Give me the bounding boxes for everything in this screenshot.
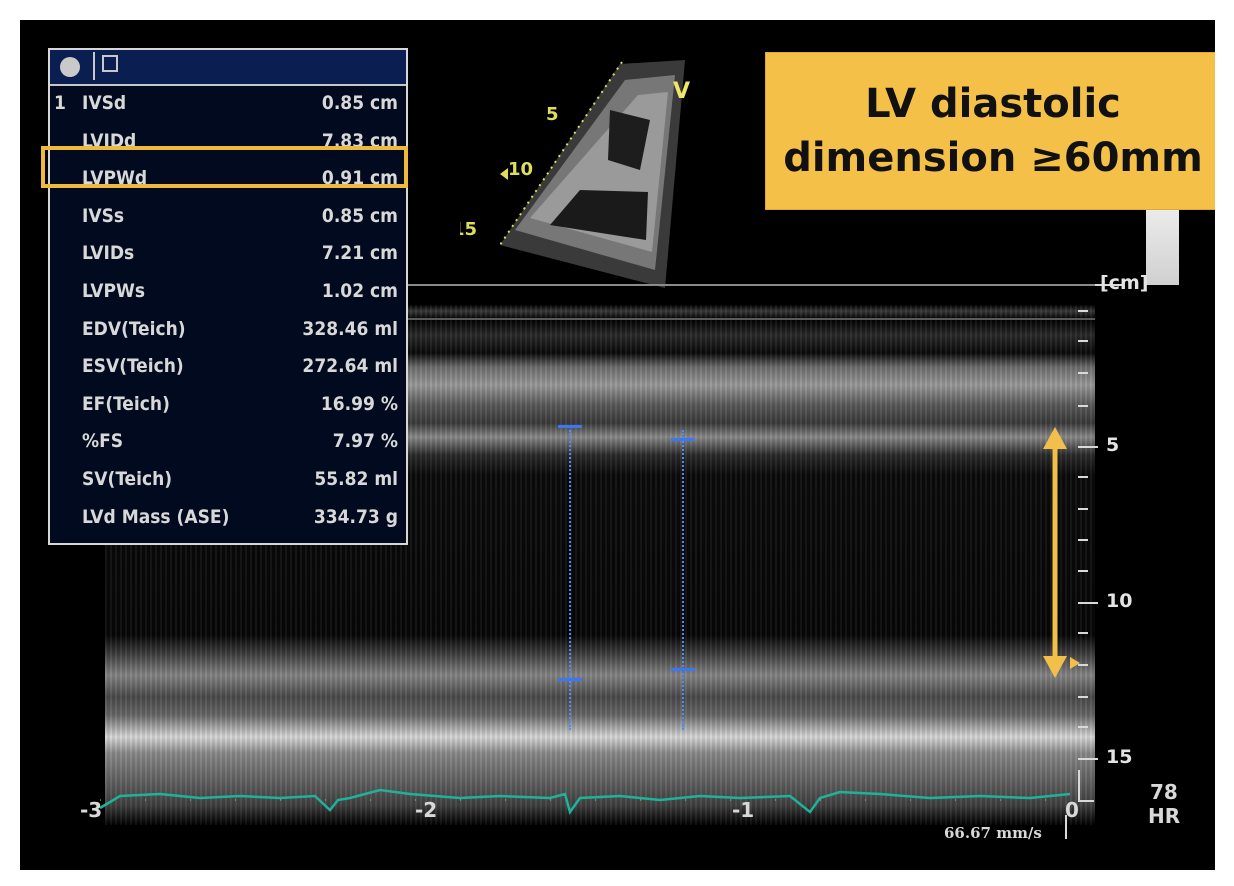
time-label-0: 0 bbox=[1065, 798, 1079, 822]
measurement-value: 16.99 % bbox=[320, 392, 398, 415]
depth-tick bbox=[1078, 696, 1088, 698]
depth-tick bbox=[1078, 340, 1088, 342]
measurement-row[interactable]: LVd Mass (ASE) 334.73 g bbox=[54, 502, 400, 532]
caliper-mark-diastole-bottom bbox=[558, 678, 582, 681]
heart-rate-value: 78 bbox=[1150, 780, 1178, 804]
depth-tick bbox=[1078, 726, 1088, 728]
caliper-line-systole bbox=[682, 430, 684, 730]
measurement-value: 7.97 % bbox=[332, 430, 398, 453]
measurement-value: 272.64 ml bbox=[302, 355, 398, 378]
measurement-row[interactable]: LVPWd 0.91 cm bbox=[54, 163, 400, 193]
depth-scale-top bbox=[1095, 284, 1123, 286]
speed-marker bbox=[1065, 815, 1067, 839]
depth-tick bbox=[1078, 632, 1088, 634]
measurement-label: LVIDs bbox=[82, 242, 135, 265]
measurement-value: 0.85 cm bbox=[321, 92, 398, 114]
caliper-mark-systole-top bbox=[671, 438, 695, 441]
depth-tick bbox=[1078, 405, 1088, 407]
lvidd-highlight-box bbox=[41, 146, 408, 188]
depth-tick bbox=[1078, 310, 1088, 312]
sector-scale-10: 10 bbox=[508, 159, 533, 180]
measurement-row[interactable]: LVPWs 1.02 cm bbox=[54, 276, 400, 306]
measurement-value: 0.91 cm bbox=[321, 167, 398, 190]
measurement-index: 1 bbox=[54, 92, 66, 114]
measurement-row[interactable]: 1 IVSd 0.85 cm bbox=[54, 88, 400, 118]
depth-tick-10 bbox=[1078, 602, 1098, 604]
measurement-value: 328.46 ml bbox=[302, 317, 398, 340]
depth-unit: [cm] bbox=[1100, 272, 1149, 294]
time-label-minus1: -1 bbox=[732, 798, 755, 822]
depth-tick bbox=[1078, 372, 1088, 374]
measurement-label: LVPWd bbox=[82, 167, 148, 190]
time-label-minus3: -3 bbox=[80, 798, 103, 822]
heart-rate-unit: HR bbox=[1148, 804, 1181, 828]
measurement-value: 7.21 cm bbox=[321, 242, 398, 265]
depth-tick bbox=[1078, 664, 1088, 666]
measurement-row[interactable]: EF(Teich) 16.99 % bbox=[54, 389, 400, 419]
measurement-row[interactable]: EDV(Teich) 328.46 ml bbox=[54, 314, 400, 344]
depth-label-15: 15 bbox=[1106, 746, 1133, 768]
depth-tick bbox=[1078, 508, 1088, 510]
sector-echo-image: 5 10 15 V bbox=[460, 60, 690, 288]
measurement-value: 55.82 ml bbox=[314, 468, 398, 490]
banner-line-2: dimension ≥60mm bbox=[783, 135, 1203, 181]
measurement-panel bbox=[48, 48, 408, 545]
top-reference-line bbox=[105, 284, 1095, 286]
measurement-row[interactable]: %FS 7.97 % bbox=[54, 426, 400, 456]
depth-tick bbox=[1078, 539, 1088, 541]
annotation-banner: LV diastolic dimension ≥60mm bbox=[765, 52, 1215, 210]
calculator-icon[interactable] bbox=[93, 52, 127, 80]
measurement-label: LVd Mass (ASE) bbox=[82, 505, 230, 528]
caliper-line-diastole bbox=[569, 430, 571, 730]
measurement-label: IVSd bbox=[82, 92, 127, 114]
measurement-label: ESV(Teich) bbox=[82, 355, 184, 378]
depth-scale-corner bbox=[1078, 770, 1094, 802]
ecg-trace bbox=[99, 788, 1080, 815]
caliper-mark-diastole-top bbox=[558, 425, 582, 428]
depth-label-10: 10 bbox=[1106, 590, 1133, 612]
record-icon[interactable] bbox=[60, 57, 80, 77]
ultrasound-screen: 5 10 15 V [cm] 5 10 15 bbox=[20, 20, 1215, 870]
measurement-label: SV(Teich) bbox=[82, 468, 173, 490]
measurement-label: LVPWs bbox=[82, 280, 146, 302]
depth-tick-15 bbox=[1078, 758, 1098, 760]
caliper-mark-systole-bottom bbox=[671, 668, 695, 671]
depth-tick-5 bbox=[1078, 446, 1098, 448]
measurement-value: 334.73 g bbox=[313, 505, 398, 528]
measurement-label: IVSs bbox=[82, 204, 125, 227]
measurement-row[interactable]: IVSs 0.85 cm bbox=[54, 201, 400, 231]
measurement-label: EDV(Teich) bbox=[82, 317, 186, 340]
sector-scale-5: 5 bbox=[546, 104, 559, 125]
depth-label-5: 5 bbox=[1106, 434, 1120, 456]
measurement-label: %FS bbox=[82, 430, 124, 453]
measurement-value: 0.85 cm bbox=[321, 204, 398, 227]
panel-header bbox=[50, 50, 406, 86]
time-label-minus2: -2 bbox=[415, 798, 438, 822]
depth-tick bbox=[1078, 570, 1088, 572]
measurement-row[interactable]: SV(Teich) 55.82 ml bbox=[54, 464, 400, 494]
sweep-speed: 66.67 mm/s bbox=[944, 824, 1042, 842]
top-reference-line-2 bbox=[105, 318, 1095, 320]
measurement-label: EF(Teich) bbox=[82, 392, 170, 415]
double-arrow-icon bbox=[1043, 427, 1067, 678]
depth-tick bbox=[1078, 476, 1088, 478]
sector-scale-15: 15 bbox=[460, 219, 477, 240]
depth-focus-marker-icon bbox=[1070, 657, 1080, 669]
measurement-row[interactable]: ESV(Teich) 272.64 ml bbox=[54, 351, 400, 381]
measurement-value: 1.02 cm bbox=[321, 280, 398, 302]
banner-line-1: LV diastolic bbox=[865, 81, 1121, 127]
sector-marker: V bbox=[673, 79, 690, 104]
measurement-row[interactable]: LVIDs 7.21 cm bbox=[54, 238, 400, 268]
